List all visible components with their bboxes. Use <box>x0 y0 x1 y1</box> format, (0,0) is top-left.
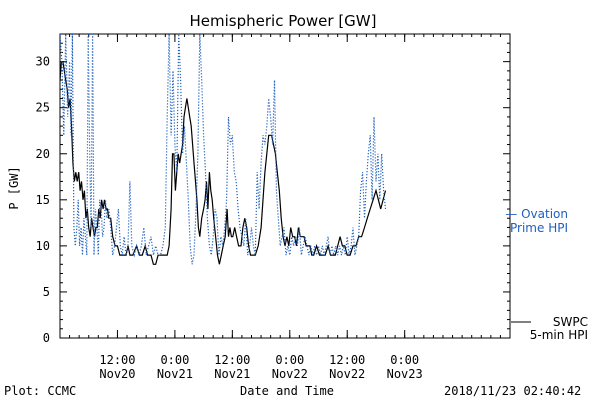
plot-frame <box>59 33 511 339</box>
plot-credit: Plot: CCMC <box>4 384 77 398</box>
x-tick-time: 0:00 <box>160 353 189 367</box>
x-tick-date: Nov21 <box>214 367 250 381</box>
x-tick-time: 0:00 <box>390 353 419 367</box>
x-tick-date: Nov21 <box>157 367 193 381</box>
y-tick-label: 10 <box>36 239 50 253</box>
chart-title: Hemispheric Power [GW] <box>190 12 377 30</box>
y-tick-label: 25 <box>36 101 50 115</box>
legend-swpc-line1: SWPC <box>553 315 588 329</box>
ovation-prime-series <box>60 34 387 265</box>
x-tick-date: Nov23 <box>387 367 423 381</box>
x-tick-time: 12:00 <box>329 353 365 367</box>
y-tick-label: 30 <box>36 55 50 69</box>
x-tick-date: Nov22 <box>272 367 308 381</box>
y-tick-label: 0 <box>43 331 50 345</box>
axes: 05101520253012:00Nov200:00Nov2112:00Nov2… <box>36 33 511 381</box>
x-tick-time: 12:00 <box>214 353 250 367</box>
legend-ovation-line2: Prime HPI <box>510 221 568 235</box>
y-tick-label: 15 <box>36 193 50 207</box>
legend: — Ovation Prime HPI SWPC 5-min HPI <box>505 207 588 342</box>
series-layer <box>60 34 387 265</box>
x-axis-label: Date and Time <box>240 384 334 398</box>
y-axis-label: P [GW] <box>7 166 21 209</box>
y-tick-label: 20 <box>36 147 50 161</box>
legend-swpc-line2: 5-min HPI <box>530 328 588 342</box>
x-tick-date: Nov22 <box>329 367 365 381</box>
y-tick-label: 5 <box>43 285 50 299</box>
x-tick-date: Nov20 <box>99 367 135 381</box>
timestamp: 2018/11/23 02:40:42 <box>444 384 582 398</box>
swpc-series <box>60 60 387 265</box>
legend-ovation-line1: — Ovation <box>505 207 568 221</box>
x-tick-time: 0:00 <box>275 353 304 367</box>
x-tick-time: 12:00 <box>99 353 135 367</box>
